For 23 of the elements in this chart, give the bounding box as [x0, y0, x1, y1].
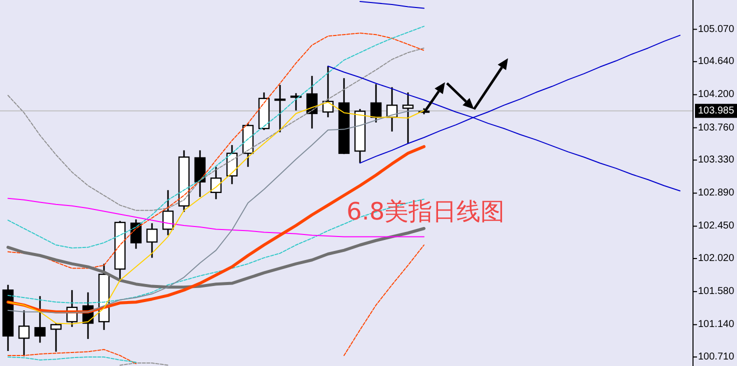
y-tick-label: 105.070: [698, 24, 735, 35]
candlestick: [290, 92, 302, 112]
candlestick: [402, 92, 414, 144]
y-tick-label: 101.140: [698, 319, 735, 330]
candlestick: [162, 189, 174, 236]
y-tick-label: 103.760: [698, 122, 735, 134]
candlestick: [130, 218, 142, 250]
candlestick: [34, 295, 46, 344]
y-tick-label: 101.580: [698, 286, 735, 298]
candlestick: [370, 83, 382, 124]
y-tick-label: 100.710: [698, 351, 735, 362]
candlestick: [274, 84, 286, 134]
y-tick-label: 104.200: [698, 89, 735, 100]
y-tick-label: 102.020: [698, 253, 735, 264]
y-tick-label: 103.330: [698, 154, 735, 166]
candlestick: [210, 166, 222, 200]
candlestick: [146, 222, 158, 259]
candlestick: [50, 322, 62, 352]
candlestick: [18, 310, 30, 357]
y-tick-label: 102.890: [698, 188, 735, 199]
y-tick-label: 102.450: [698, 220, 735, 232]
ref-line-label: 103.985: [698, 105, 735, 116]
y-tick-label: 104.640: [698, 56, 735, 68]
